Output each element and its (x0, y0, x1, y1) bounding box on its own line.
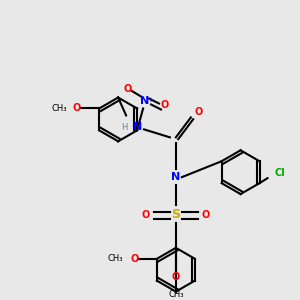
Text: N: N (171, 172, 181, 182)
Text: CH₃: CH₃ (107, 254, 123, 263)
Text: O: O (195, 107, 203, 118)
Text: O: O (123, 84, 131, 94)
Text: O: O (72, 103, 80, 113)
Text: -: - (129, 87, 132, 96)
Text: O: O (142, 210, 150, 220)
Text: Cl: Cl (274, 168, 285, 178)
Text: CH₃: CH₃ (168, 290, 184, 299)
Text: S: S (171, 208, 180, 221)
Text: O: O (131, 254, 139, 264)
Text: +: + (147, 97, 153, 103)
Text: O: O (161, 100, 169, 110)
Text: O: O (172, 272, 180, 282)
Text: N: N (134, 122, 143, 132)
Text: H: H (121, 123, 127, 132)
Text: O: O (202, 210, 210, 220)
Text: N: N (140, 95, 150, 106)
Text: CH₃: CH₃ (52, 104, 67, 113)
